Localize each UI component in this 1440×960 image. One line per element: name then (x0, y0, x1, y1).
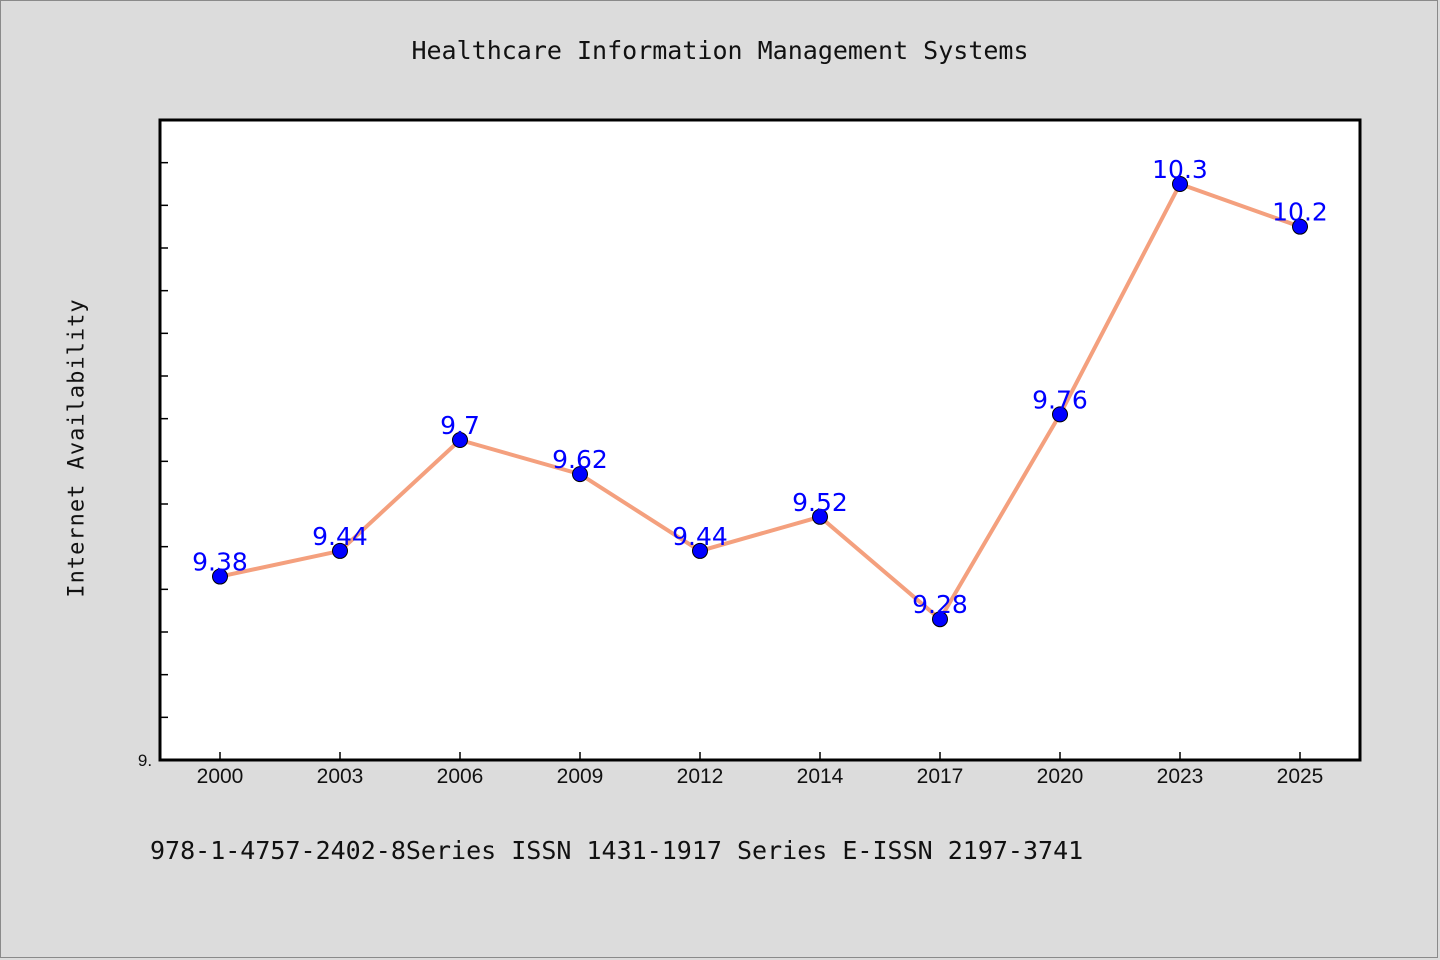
data-point (212, 568, 228, 585)
data-label: 9.38 (192, 548, 248, 577)
data-point (452, 432, 468, 448)
data-point (1052, 406, 1068, 423)
data-label: 10.3 (1152, 155, 1208, 184)
x-tick-label: 2014 (797, 765, 844, 788)
data-point (1172, 176, 1188, 192)
plot-area (158, 118, 1362, 762)
chart-title: Healthcare Information Management System… (411, 36, 1029, 65)
y-axis-ticks (160, 161, 168, 761)
data-point (692, 542, 708, 559)
data-label: 9.7 (440, 411, 480, 440)
data-point (932, 611, 948, 628)
data-label: 9.44 (672, 522, 728, 551)
x-tick-label: 2023 (1157, 765, 1204, 788)
data-point (332, 542, 348, 559)
x-axis: 2000 2003 2006 2009 2012 2014 2017 2020 2023 2025 (197, 752, 1324, 788)
data-point (812, 508, 828, 525)
y-tick-label: 9. (138, 751, 152, 770)
data-label: 9.44 (312, 522, 368, 551)
markers-group (212, 176, 1308, 628)
series-line (219, 182, 1301, 622)
data-point (1292, 218, 1308, 235)
footer-note: 978-1-4757-2402-8Series ISSN 1431-1917 S… (150, 836, 1084, 865)
data-label: 9.76 (1032, 385, 1088, 414)
x-tick-label: 2017 (917, 765, 964, 788)
data-labels-group: 9.38 9.44 9.7 9.62 9.44 9.52 9.28 9.76 10.3 10.2 (192, 155, 1328, 619)
data-label: 9.52 (792, 488, 848, 517)
x-tick-label: 2009 (557, 765, 604, 788)
data-label: 10.2 (1272, 198, 1328, 227)
x-tick-label: 2012 (677, 765, 724, 788)
x-tick-label: 2003 (317, 765, 364, 788)
x-tick-label: 2020 (1037, 765, 1084, 788)
data-point (572, 466, 588, 483)
x-tick-label: 2025 (1277, 765, 1324, 788)
data-label: 9.62 (552, 445, 608, 474)
data-label: 9.28 (912, 590, 968, 619)
x-tick-label: 2006 (437, 765, 484, 788)
series-line-group (219, 182, 1301, 622)
x-tick-label: 2000 (197, 765, 244, 788)
